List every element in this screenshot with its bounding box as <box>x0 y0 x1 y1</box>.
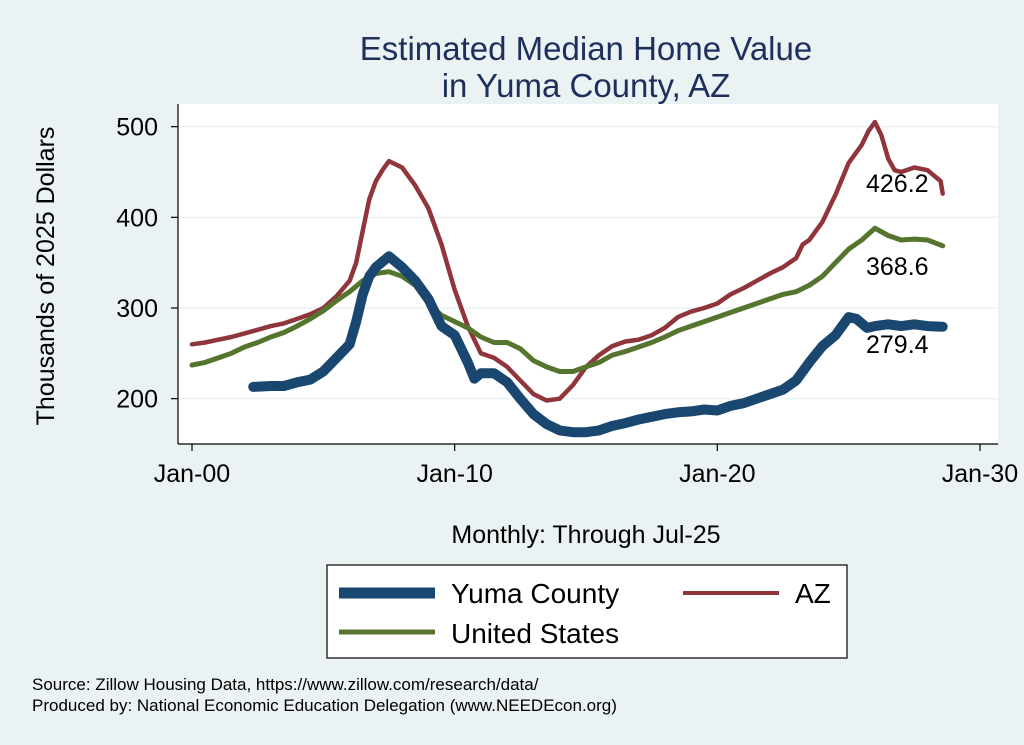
plot-area <box>178 104 998 444</box>
y-axis-ticks: 200 300 400 500 <box>116 114 178 414</box>
legend-label-united-states: United States <box>451 618 619 649</box>
y-axis-title: Thousands of 2025 Dollars <box>32 127 60 426</box>
series-line-az <box>189 119 945 403</box>
x-tick-label: Jan-30 <box>942 460 1018 488</box>
gridlines <box>178 125 998 400</box>
produced-by-note: Produced by: National Economic Education… <box>32 696 617 715</box>
x-axis-ticks: Jan-00 Jan-10 Jan-20 Jan-30 <box>154 444 1018 488</box>
end-label-united-states: 368.6 <box>866 253 929 281</box>
series-layer <box>189 119 948 438</box>
source-note: Source: Zillow Housing Data, https://www… <box>32 675 539 694</box>
x-tick-label: Jan-20 <box>679 460 755 488</box>
y-tick-label: 300 <box>116 295 158 323</box>
end-label-yuma-county: 279.4 <box>866 331 929 359</box>
legend-label-yuma-county: Yuma County <box>451 578 619 609</box>
legend-label-az: AZ <box>795 578 831 609</box>
chart-title-line-2: in Yuma County, AZ <box>442 67 731 104</box>
x-tick-label: Jan-10 <box>416 460 492 488</box>
end-labels: 279.4 426.2 368.6 <box>866 170 929 359</box>
legend-box <box>326 564 848 659</box>
series-line-united-states <box>189 225 946 374</box>
x-axis-title: Monthly: Through Jul-25 <box>451 521 720 549</box>
chart-title-line-1: Estimated Median Home Value <box>360 30 812 67</box>
y-tick-label: 500 <box>116 114 158 142</box>
y-tick-label: 200 <box>116 386 158 414</box>
y-tick-label: 400 <box>116 204 158 232</box>
legend: Yuma County AZ United States <box>326 564 848 659</box>
series-line-yuma-county <box>248 251 948 438</box>
x-tick-label: Jan-00 <box>154 460 230 488</box>
end-label-az: 426.2 <box>866 170 929 198</box>
